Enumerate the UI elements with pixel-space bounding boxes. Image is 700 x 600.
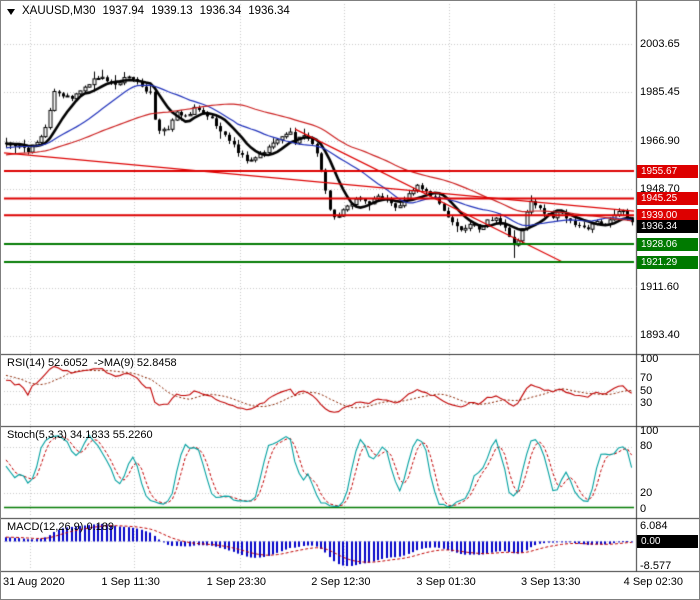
rsi-axis-label: 50 xyxy=(640,384,653,397)
price-axis-label: 2003.65 xyxy=(640,37,680,50)
ohlc-low: 1936.34 xyxy=(199,5,242,17)
stoch-axis-label: 100 xyxy=(640,424,659,437)
stoch-indicator-label: Stoch(5,3,3) 34.1833 55.2260 xyxy=(7,429,153,441)
ohlc-open: 1937.94 xyxy=(102,5,145,17)
resistance-price-badge: 1945.25 xyxy=(637,192,698,206)
price-axis-label: 1911.60 xyxy=(640,281,679,294)
rsi-axis-label: 70 xyxy=(640,371,653,384)
current-price-badge: 1936.34 xyxy=(637,219,698,233)
stoch-axis-label: 0 xyxy=(640,502,647,515)
support-price-badge: 1928.06 xyxy=(637,237,698,251)
time-axis-label: 1 Sep 11:30 xyxy=(101,576,160,588)
time-axis-label: 3 Sep 13:30 xyxy=(520,576,581,588)
macd-axis-max-label: 6.084 xyxy=(640,520,668,532)
resistance-price-badge: 1955.67 xyxy=(637,164,698,178)
price-axis-label: 1948.70 xyxy=(640,182,680,195)
ohlc-high: 1939.13 xyxy=(151,5,193,17)
support-price-badge: 1921.29 xyxy=(637,255,698,269)
resistance-price-badge: 1939.00 xyxy=(637,208,698,222)
macd-axis-min-label: -8.577 xyxy=(640,559,672,572)
rsi-axis-label: 30 xyxy=(640,397,653,410)
macd-zero-badge: 0.00 xyxy=(637,534,698,548)
rsi-axis-label: 100 xyxy=(640,352,659,365)
time-axis-label: 3 Sep 01:30 xyxy=(416,576,476,588)
stoch-axis-label: 80 xyxy=(640,440,653,453)
rsi-indicator-label: RSI(14) 52.6052 ->MA(9) 52.8458 xyxy=(7,357,177,369)
price-axis-label: 1985.45 xyxy=(640,85,680,98)
ohlc-close: 1936.34 xyxy=(248,5,290,17)
time-axis-label: 1 Sep 23:30 xyxy=(206,576,266,588)
macd-indicator-label: MACD(12,26,9) 0.189 xyxy=(7,521,114,533)
chart-header: XAUUSD,M30 1937.94 1939.13 1936.34 1936.… xyxy=(7,5,290,17)
triangle-down-icon xyxy=(7,8,15,15)
price-axis-label: 1893.40 xyxy=(640,329,680,342)
time-axis-label: 2 Sep 12:30 xyxy=(311,576,371,588)
price-axis-label: 1966.90 xyxy=(640,134,680,147)
time-axis-label: 4 Sep 02:30 xyxy=(623,576,684,588)
stoch-axis-label: 20 xyxy=(640,486,653,499)
symbol-period-label: XAUUSD,M30 xyxy=(22,5,96,17)
time-axis-label: 31 Aug 2020 xyxy=(3,576,65,588)
